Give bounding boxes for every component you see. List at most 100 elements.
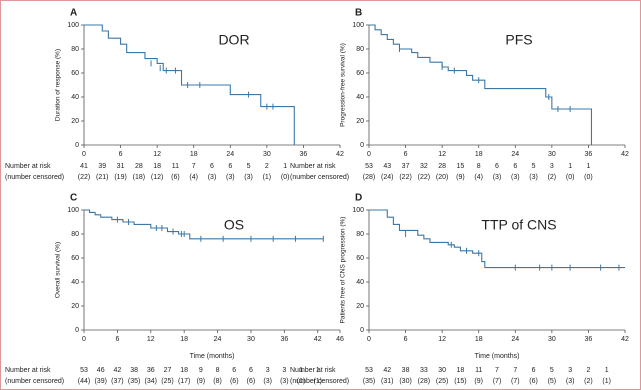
- x-tick-label: 42: [314, 336, 322, 343]
- risk-censored: (3): [208, 174, 217, 181]
- risk-censored: (3): [566, 378, 575, 385]
- risk-number: 32: [420, 163, 428, 170]
- risk-number: 41: [80, 163, 88, 170]
- risk-number: 6: [532, 367, 536, 374]
- y-tick-label: 40: [71, 279, 79, 286]
- risk-censored: (21): [96, 174, 108, 181]
- survival-curve: [369, 209, 625, 269]
- x-tick-label: 42: [336, 151, 344, 158]
- risk-number: 11: [475, 367, 482, 374]
- risk-censored: (28): [363, 174, 375, 181]
- risk-number: 7: [495, 367, 499, 374]
- risk-censored: (4): [474, 174, 483, 181]
- risk-censored: (24): [381, 174, 393, 181]
- risk-number: 3: [550, 163, 554, 170]
- x-tick-label: 18: [475, 151, 483, 158]
- risk-censored: (1): [602, 378, 611, 385]
- x-axis-label: Time (months): [475, 353, 520, 360]
- x-tick-label: 12: [153, 151, 161, 158]
- risk-censored: (25): [161, 378, 173, 385]
- risk-number: 38: [402, 367, 410, 374]
- risk-censored: (22): [78, 174, 90, 181]
- risk-censored: (44): [78, 378, 90, 385]
- y-tick-label: 100: [67, 22, 79, 29]
- risk-number: 27: [164, 367, 172, 374]
- risk-censored: (9): [474, 378, 483, 385]
- y-tick-label: 100: [352, 22, 364, 29]
- risk-number: 53: [365, 163, 373, 170]
- risk-number: 8: [477, 163, 481, 170]
- risk-censored: (37): [111, 378, 123, 385]
- risk-number: 6: [228, 163, 232, 170]
- risk-number: 42: [383, 367, 391, 374]
- risk-number: 53: [365, 367, 373, 374]
- x-tick-label: 6: [119, 151, 123, 158]
- curve-label: TTP of CNS: [481, 217, 556, 233]
- y-axis-label: Progression-free survival (%): [340, 43, 347, 127]
- risk-censored: (9): [197, 378, 206, 385]
- risk-censored: (35): [363, 378, 375, 385]
- x-tick-label: 6: [404, 336, 408, 343]
- risk-number: 8: [216, 367, 220, 374]
- risk-number: 3: [266, 367, 270, 374]
- risk-censored: (25): [436, 378, 448, 385]
- x-tick-label: 42: [621, 336, 629, 343]
- risk-number: 6: [249, 367, 253, 374]
- risk-censored: (6): [247, 378, 256, 385]
- risk-censored: (7): [493, 378, 502, 385]
- x-tick-label: 36: [585, 336, 593, 343]
- risk-censored: (1): [263, 174, 272, 181]
- risk-title: Number at risk: [5, 163, 51, 170]
- risk-number: 5: [247, 163, 251, 170]
- x-axis-label: Time (months): [190, 353, 235, 360]
- risk-number: 42: [113, 367, 121, 374]
- y-tick-label: 80: [71, 46, 79, 53]
- y-axis-label: Patients free of CNS progression (%): [340, 217, 347, 324]
- risk-number: 53: [80, 367, 88, 374]
- y-tick-label: 40: [71, 94, 79, 101]
- y-tick-label: 20: [356, 118, 364, 125]
- x-tick-label: 0: [367, 151, 371, 158]
- y-axis-label: Duration of response (%): [55, 49, 62, 121]
- y-tick-label: 60: [71, 70, 79, 77]
- risk-number: 9: [199, 367, 203, 374]
- curve-label: OS: [224, 217, 244, 233]
- y-tick-label: 20: [356, 303, 364, 310]
- risk-number: 3: [282, 367, 286, 374]
- panel-letter: A: [70, 8, 77, 19]
- risk-number: 43: [383, 163, 391, 170]
- risk-censored: (19): [114, 174, 126, 181]
- risk-censored: (3): [244, 174, 253, 181]
- y-tick-label: 60: [71, 255, 79, 262]
- risk-number: 5: [550, 367, 554, 374]
- risk-number: 18: [457, 367, 465, 374]
- risk-number: 1: [568, 163, 572, 170]
- panel-letter: D: [355, 193, 362, 204]
- risk-censored: (7): [511, 378, 520, 385]
- y-tick-label: 80: [71, 231, 79, 238]
- risk-number: 18: [180, 367, 188, 374]
- y-tick-label: 40: [356, 279, 364, 286]
- risk-title: Number at risk: [290, 163, 336, 170]
- risk-censored: (5): [548, 378, 557, 385]
- risk-number: 28: [135, 163, 143, 170]
- curve-label: PFS: [505, 32, 532, 48]
- risk-number: 31: [117, 163, 125, 170]
- risk-number: 37: [402, 163, 410, 170]
- risk-censored: (6): [230, 378, 239, 385]
- x-tick-label: 36: [280, 336, 288, 343]
- risk-censored: (4): [189, 174, 198, 181]
- y-tick-label: 0: [360, 327, 364, 334]
- risk-censored: (1): [313, 378, 322, 385]
- x-tick-label: 24: [226, 151, 234, 158]
- curve-label: DOR: [218, 32, 249, 48]
- risk-censored: (9): [456, 174, 465, 181]
- risk-number: 33: [420, 367, 428, 374]
- y-tick-label: 80: [356, 231, 364, 238]
- x-tick-label: 24: [214, 336, 222, 343]
- x-tick-label: 6: [115, 336, 119, 343]
- y-tick-label: 0: [75, 142, 79, 149]
- risk-number: 39: [98, 163, 106, 170]
- x-tick-label: 12: [438, 151, 446, 158]
